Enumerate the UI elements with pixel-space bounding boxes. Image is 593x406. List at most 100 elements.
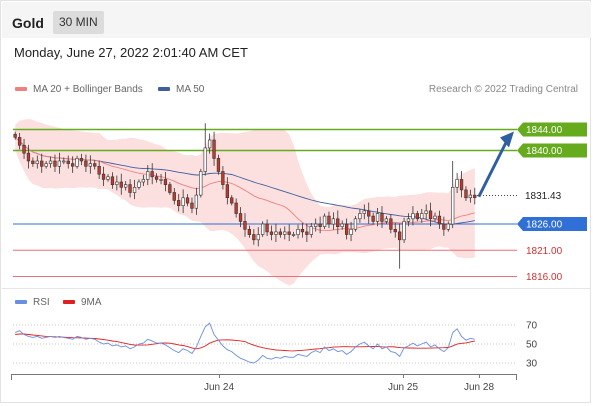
candle-body-73 — [336, 218, 340, 228]
candle-27 — [132, 179, 137, 200]
candle-8 — [48, 156, 53, 168]
forecast-arrow-head — [500, 131, 514, 148]
resistance-label-0: 1844.00 — [526, 125, 563, 136]
rsi-level-label-50: 50 — [526, 340, 538, 351]
candle-body-11 — [62, 160, 66, 163]
candle-7 — [44, 161, 48, 169]
candle-body-3 — [26, 152, 31, 162]
candle-body-103 — [468, 194, 473, 199]
candle-body-80 — [367, 210, 371, 217]
candle-20 — [101, 166, 106, 186]
candle-body-32 — [154, 176, 159, 180]
resistance-label-bg-1 — [517, 143, 587, 158]
candle-body-18 — [93, 163, 97, 167]
legend-ma20-label: MA 20 + Bollinger Bands — [33, 84, 143, 95]
candle-body-92 — [420, 213, 424, 220]
candle-83 — [380, 206, 384, 228]
candle-body-89 — [406, 218, 411, 222]
candle-41 — [194, 187, 199, 215]
candle-body-31 — [150, 171, 154, 178]
candle-body-12 — [66, 160, 70, 164]
candle-body-23 — [115, 181, 119, 185]
candle-103 — [468, 189, 473, 203]
resistance-label-bg-0 — [517, 122, 587, 137]
legend-rsi: RSI — [15, 297, 50, 308]
instrument-title: Gold — [12, 15, 44, 31]
candle-18 — [93, 160, 97, 170]
ma20-line — [14, 137, 475, 231]
candle-47 — [221, 166, 225, 190]
candle-69 — [318, 216, 322, 234]
candle-body-71 — [327, 215, 331, 225]
chart-datetime: Monday, June 27, 2022 2:01:40 AM CET — [14, 45, 248, 60]
candle-body-91 — [415, 213, 420, 220]
candle-body-95 — [433, 215, 437, 220]
candle-36 — [172, 187, 176, 205]
candle-body-86 — [393, 229, 397, 233]
candle-body-33 — [159, 179, 163, 181]
candle-35 — [168, 182, 172, 195]
candle-82 — [375, 208, 380, 227]
candle-body-10 — [57, 160, 62, 167]
candle-body-50 — [234, 202, 238, 214]
candle-96 — [437, 210, 442, 229]
candle-body-46 — [216, 158, 221, 172]
candle-25 — [124, 181, 128, 191]
candle-body-94 — [428, 210, 433, 220]
candle-44 — [208, 133, 212, 154]
candle-body-35 — [168, 184, 172, 193]
candle-53 — [247, 225, 252, 238]
candle-59 — [274, 223, 278, 242]
candle-body-5 — [35, 160, 39, 164]
resistance-label-1: 1840.00 — [526, 146, 563, 157]
candle-99 — [450, 161, 455, 229]
candle-body-96 — [437, 215, 442, 225]
candle-body-61 — [283, 231, 287, 235]
candle-body-83 — [380, 213, 384, 222]
candle-91 — [415, 210, 420, 222]
candle-26 — [128, 179, 132, 198]
candle-body-25 — [124, 184, 128, 188]
forecast-arrow-shaft — [477, 141, 508, 198]
candle-58 — [269, 225, 274, 241]
candle-body-54 — [252, 234, 256, 241]
candle-body-8 — [48, 160, 53, 164]
candle-body-41 — [194, 194, 199, 209]
candle-52 — [243, 213, 247, 237]
candle-body-82 — [375, 213, 380, 222]
candle-body-65 — [300, 229, 305, 233]
candle-67 — [309, 223, 313, 238]
candle-body-100 — [455, 179, 459, 188]
candle-39 — [185, 194, 190, 207]
candle-23 — [115, 175, 119, 191]
candle-body-99 — [450, 187, 455, 225]
candle-body-45 — [212, 139, 216, 159]
candle-32 — [154, 173, 159, 183]
candle-body-85 — [389, 218, 393, 230]
candle-body-2 — [22, 145, 26, 154]
candle-100 — [455, 172, 459, 194]
candle-89 — [406, 213, 411, 227]
candle-body-75 — [344, 223, 349, 235]
candle-body-67 — [309, 226, 313, 235]
candle-88 — [402, 217, 406, 243]
candle-body-57 — [265, 223, 269, 233]
candle-body-39 — [185, 197, 190, 204]
candle-94 — [428, 202, 433, 227]
candle-93 — [424, 204, 428, 220]
candle-90 — [411, 206, 415, 226]
candle-70 — [322, 213, 327, 229]
candle-body-60 — [278, 231, 283, 235]
moving-average-layer — [14, 137, 475, 231]
candle-body-14 — [75, 158, 79, 167]
time-axis-layer: Jun 24 Jun 25 Jun 28 — [2, 288, 591, 393]
legend-9ma-label: 9MA — [81, 297, 102, 308]
candle-37 — [177, 193, 181, 212]
candle-0 — [13, 131, 17, 140]
candle-72 — [331, 212, 336, 230]
candle-75 — [344, 218, 349, 240]
candle-body-81 — [371, 215, 375, 222]
timeframe-badge[interactable]: 30 MIN — [53, 11, 104, 34]
candle-body-70 — [322, 215, 327, 227]
